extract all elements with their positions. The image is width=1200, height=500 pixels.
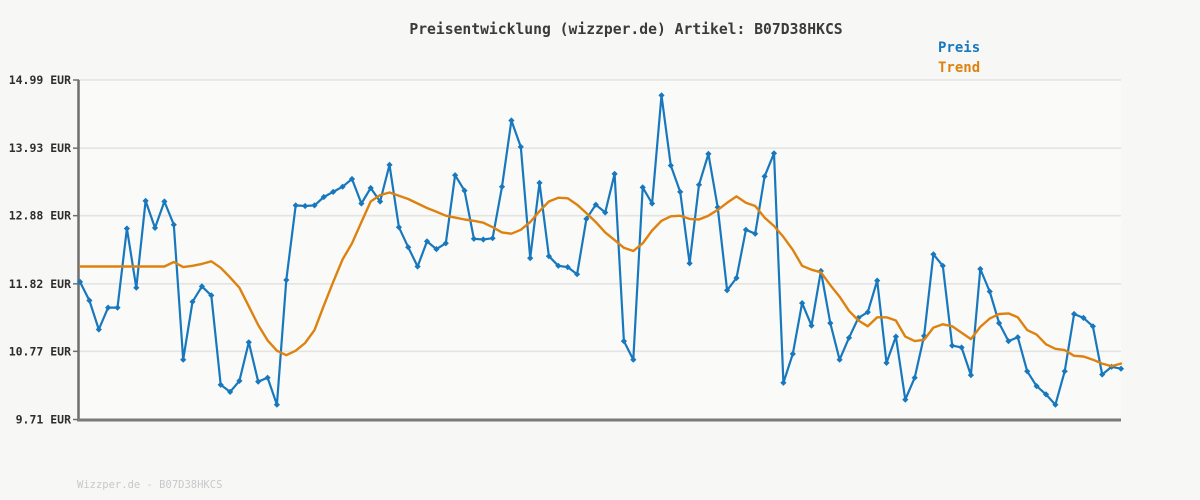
y-tick-label: 10.77 EUR xyxy=(9,344,71,358)
legend-item-trend: Trend xyxy=(938,60,981,76)
price-series-line xyxy=(78,94,1123,406)
y-axis-ticks: 14.99 EUR 13.93 EUR 12.88 EUR 11.82 EUR 10.7… xyxy=(9,73,79,427)
watermark-text: Wizzper.de - B07D38HKCS xyxy=(77,479,223,491)
trend-series-line xyxy=(78,191,1123,368)
y-tick-label: 13.93 EUR xyxy=(9,141,71,155)
chart-title: Preisentwicklung (wizzper.de) Artikel: B… xyxy=(409,21,843,38)
legend-item-preis: Preis xyxy=(938,40,981,56)
y-tick-label: 12.88 EUR xyxy=(9,209,71,223)
y-tick-label: 9.71 EUR xyxy=(16,413,71,427)
chart-legend: Preis Trend xyxy=(938,38,980,78)
plot-background xyxy=(80,80,1121,420)
gridlines xyxy=(79,79,1121,353)
y-tick-label: 11.82 EUR xyxy=(9,277,71,291)
y-tick-label: 14.99 EUR xyxy=(9,73,71,87)
